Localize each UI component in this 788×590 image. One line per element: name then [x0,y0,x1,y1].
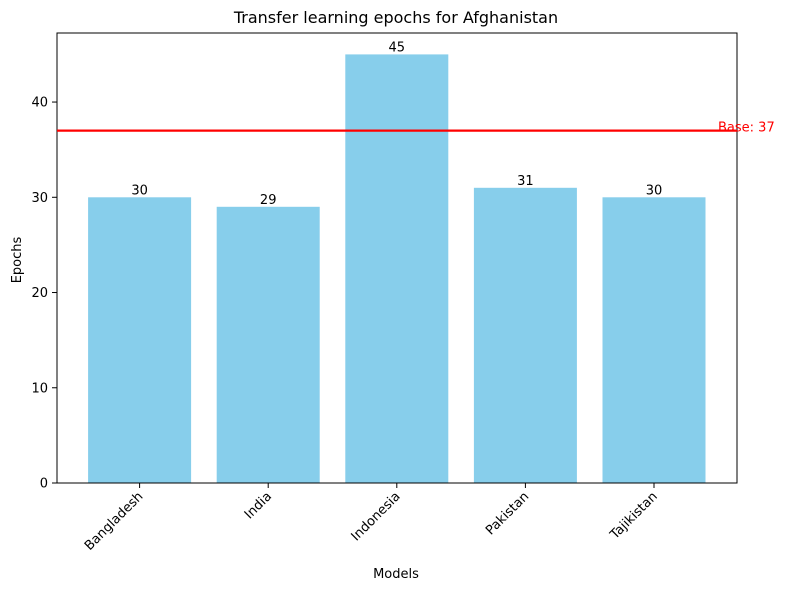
y-tick-label: 0 [40,477,48,492]
bar-value-label: 31 [517,174,534,189]
bar-value-label: 30 [646,183,663,198]
bar-indonesia [345,54,449,484]
x-tick-label: Pakistan [483,489,532,538]
reference-line-group: Base: 37 [57,121,775,136]
bar-pakistan [473,187,577,484]
y-axis: 0 10 20 30 40 [31,96,57,492]
x-axis-label: Models [373,567,419,582]
bar-value-label: 29 [260,193,277,208]
bar-india [216,206,320,484]
bar-tajikistan [602,197,706,484]
bar-value-label: 45 [389,40,406,55]
x-tick-label: Indonesia [349,489,404,544]
y-axis-label: Epochs [10,236,25,283]
y-tick-label: 20 [31,286,48,301]
bars [88,54,706,484]
y-tick-label: 40 [31,96,48,111]
bar-bangladesh [88,197,192,484]
bar-value-label: 30 [131,183,148,198]
plot-area [56,32,738,484]
plot-frame [56,32,738,484]
x-tick-label: India [242,489,275,522]
x-tick-label: Tajikistan [607,489,661,543]
chart-title: Transfer learning epochs for Afghanistan [233,8,558,27]
y-tick-label: 30 [31,191,48,206]
reference-line-label: Base: 37 [718,121,775,136]
bar-labels: 30 29 45 31 30 [131,40,662,207]
x-axis: Bangladesh India Indonesia Pakistan Tajikist… [82,483,661,554]
x-tick-label: Bangladesh [82,489,147,554]
y-tick-label: 10 [31,381,48,396]
